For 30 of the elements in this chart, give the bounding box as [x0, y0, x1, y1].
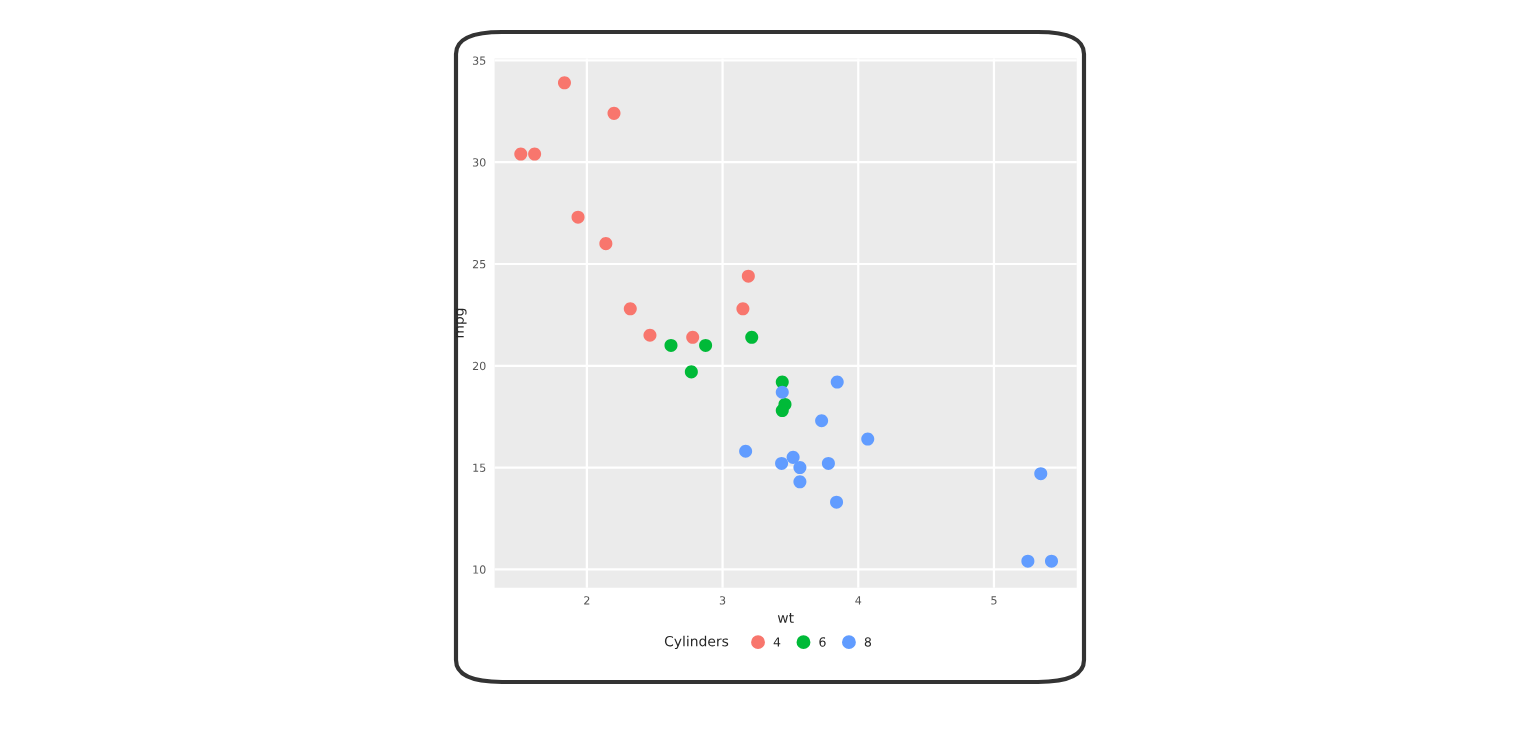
point: [745, 330, 759, 344]
point: [684, 365, 698, 379]
point: [664, 338, 678, 352]
point: [557, 76, 571, 90]
point: [793, 475, 807, 489]
point: [514, 147, 528, 161]
point: [793, 461, 807, 475]
point: [1044, 554, 1059, 568]
point: [736, 302, 750, 316]
point: [741, 269, 755, 283]
point: [1021, 554, 1035, 568]
point: [830, 495, 844, 509]
point: [643, 328, 657, 342]
point: [775, 456, 789, 470]
point: [821, 456, 835, 470]
point: [1034, 467, 1048, 481]
point: [830, 375, 844, 389]
point: [775, 385, 789, 399]
point: [607, 106, 621, 120]
point: [623, 302, 637, 316]
point: [739, 444, 753, 458]
point: [528, 147, 542, 161]
point: [686, 330, 700, 344]
point: [599, 237, 613, 251]
point: [775, 404, 789, 418]
point: [815, 414, 829, 428]
point: [699, 338, 713, 352]
point: [786, 450, 800, 464]
point: [861, 432, 875, 446]
point: [571, 210, 585, 224]
